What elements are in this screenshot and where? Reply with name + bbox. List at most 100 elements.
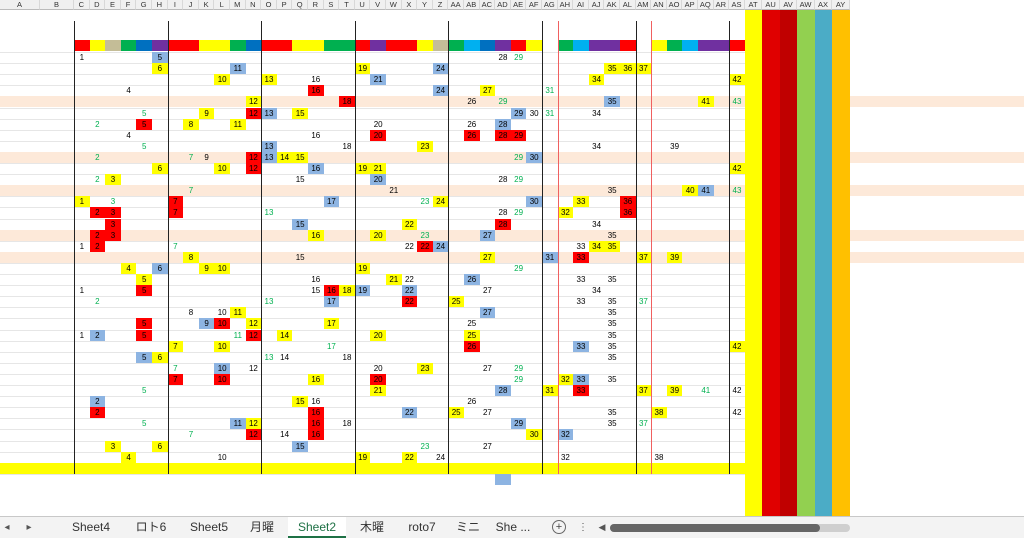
cell-value[interactable]: 18 bbox=[342, 141, 352, 151]
cell-value[interactable]: 2 bbox=[95, 297, 100, 307]
row-date[interactable] bbox=[2, 363, 38, 374]
cell-value[interactable]: 32 bbox=[557, 429, 574, 441]
cell-value[interactable]: 6 bbox=[152, 262, 168, 274]
cell-value[interactable]: 10 bbox=[217, 308, 227, 318]
cell-value[interactable]: 15 bbox=[292, 107, 308, 119]
cell-value[interactable]: 3 bbox=[105, 207, 121, 219]
cell-value[interactable]: 35 bbox=[607, 297, 617, 307]
cell-value[interactable]: 33 bbox=[573, 340, 589, 352]
column-header-ai[interactable]: AI bbox=[573, 0, 589, 10]
cell-value[interactable]: 2 bbox=[95, 119, 100, 129]
cell-value[interactable]: 15 bbox=[295, 175, 305, 185]
column-header-an[interactable]: AN bbox=[651, 0, 667, 10]
cell-value[interactable]: 12 bbox=[245, 107, 262, 119]
total-cell[interactable] bbox=[604, 463, 620, 474]
row-draw-number[interactable] bbox=[40, 63, 74, 74]
cell-value[interactable]: 29 bbox=[514, 363, 524, 373]
cell-value[interactable]: 28 bbox=[495, 385, 511, 396]
total-cell[interactable] bbox=[324, 463, 340, 474]
cell-value[interactable]: 35 bbox=[604, 63, 620, 75]
total-cell[interactable] bbox=[433, 463, 449, 474]
row-date[interactable] bbox=[2, 241, 38, 252]
column-header-n[interactable]: N bbox=[245, 0, 262, 10]
sheet-tab-[interactable]: 月曜 bbox=[249, 520, 274, 534]
cell-value[interactable]: 43 bbox=[732, 186, 742, 196]
cell-value[interactable]: 28 bbox=[498, 53, 508, 62]
cell-value[interactable]: 18 bbox=[342, 419, 352, 429]
cell-value[interactable]: 35 bbox=[607, 275, 617, 284]
cell-value[interactable]: 17 bbox=[323, 196, 340, 208]
row-draw-number[interactable] bbox=[40, 196, 74, 207]
cell-value[interactable]: 5 bbox=[136, 285, 152, 297]
cell-value[interactable]: 29 bbox=[510, 129, 527, 141]
column-header-h[interactable]: H bbox=[152, 0, 168, 10]
total-cell[interactable] bbox=[152, 463, 168, 474]
cell-value[interactable]: 33 bbox=[576, 275, 586, 284]
row-draw-number[interactable] bbox=[40, 407, 74, 418]
cell-value[interactable]: 5 bbox=[141, 386, 147, 395]
cell-value[interactable]: 28 bbox=[498, 175, 508, 185]
row-draw-number[interactable] bbox=[40, 207, 74, 218]
cell-value[interactable]: 5 bbox=[141, 141, 147, 151]
column-header-at[interactable]: AT bbox=[744, 0, 763, 10]
cell-value[interactable]: 42 bbox=[729, 340, 745, 352]
cell-value[interactable]: 27 bbox=[482, 408, 492, 418]
cell-value[interactable]: 21 bbox=[370, 385, 386, 396]
cell-value[interactable]: 2 bbox=[89, 207, 106, 219]
column-header-i[interactable]: I bbox=[167, 0, 184, 10]
cell-value[interactable]: 27 bbox=[482, 363, 492, 373]
column-header-d[interactable]: D bbox=[89, 0, 106, 10]
row-date[interactable] bbox=[2, 296, 38, 307]
column-header-ac[interactable]: AC bbox=[479, 0, 496, 10]
cell-value[interactable]: 26 bbox=[464, 274, 480, 285]
row-date[interactable] bbox=[2, 374, 38, 385]
cell-value[interactable]: 30 bbox=[526, 196, 542, 208]
column-header-j[interactable]: J bbox=[183, 0, 199, 10]
cell-value[interactable]: 41 bbox=[698, 185, 714, 197]
cell-value[interactable]: 5 bbox=[141, 108, 147, 118]
cell-value[interactable]: 31 bbox=[545, 108, 555, 118]
column-header-av[interactable]: AV bbox=[779, 0, 798, 10]
column-header-aw[interactable]: AW bbox=[797, 0, 815, 10]
cell-value[interactable]: 35 bbox=[604, 96, 620, 108]
row-draw-number[interactable] bbox=[40, 352, 74, 363]
cell-value[interactable]: 15 bbox=[292, 151, 308, 163]
cell-value[interactable]: 35 bbox=[607, 352, 617, 362]
cell-value[interactable]: 13 bbox=[261, 151, 277, 163]
row-date[interactable] bbox=[2, 274, 38, 285]
cell-value[interactable]: 10 bbox=[214, 340, 230, 352]
row-date[interactable] bbox=[2, 307, 38, 318]
total-cell[interactable] bbox=[199, 463, 215, 474]
cell-value[interactable]: 35 bbox=[607, 419, 617, 429]
row-date[interactable] bbox=[2, 130, 38, 141]
row-draw-number[interactable] bbox=[40, 307, 74, 318]
column-header-g[interactable]: G bbox=[136, 0, 152, 10]
cell-value[interactable]: 29 bbox=[514, 53, 524, 62]
row-draw-number[interactable] bbox=[40, 130, 74, 141]
row-date[interactable] bbox=[2, 318, 38, 329]
cell-value[interactable]: 2 bbox=[89, 407, 106, 419]
row-date[interactable] bbox=[2, 385, 38, 396]
cell-value[interactable]: 11 bbox=[233, 330, 242, 340]
cell-value[interactable]: 13 bbox=[264, 208, 274, 218]
cell-value[interactable]: 34 bbox=[592, 286, 602, 296]
cell-value[interactable]: 37 bbox=[635, 63, 652, 75]
cell-value[interactable]: 14 bbox=[276, 329, 293, 341]
row-date[interactable] bbox=[2, 119, 38, 130]
cell-value[interactable]: 31 bbox=[545, 86, 555, 96]
cell-value[interactable]: 7 bbox=[188, 186, 194, 196]
cell-value[interactable]: 35 bbox=[607, 230, 617, 240]
total-cell[interactable] bbox=[292, 463, 308, 474]
sheet-tab-sheet5[interactable]: Sheet5 bbox=[189, 520, 229, 534]
cell-value[interactable]: 1 bbox=[79, 53, 85, 62]
cell-value[interactable]: 2 bbox=[89, 329, 106, 341]
cell-value[interactable]: 33 bbox=[573, 251, 589, 263]
cell-value[interactable]: 18 bbox=[339, 96, 355, 108]
cell-value[interactable]: 22 bbox=[417, 240, 433, 252]
cell-value[interactable]: 16 bbox=[308, 418, 324, 430]
cell-value[interactable]: 20 bbox=[373, 363, 383, 373]
row-date[interactable] bbox=[2, 141, 38, 152]
cell-value[interactable]: 17 bbox=[323, 296, 340, 308]
cell-value[interactable]: 7 bbox=[167, 340, 184, 352]
column-header-aj[interactable]: AJ bbox=[588, 0, 605, 10]
